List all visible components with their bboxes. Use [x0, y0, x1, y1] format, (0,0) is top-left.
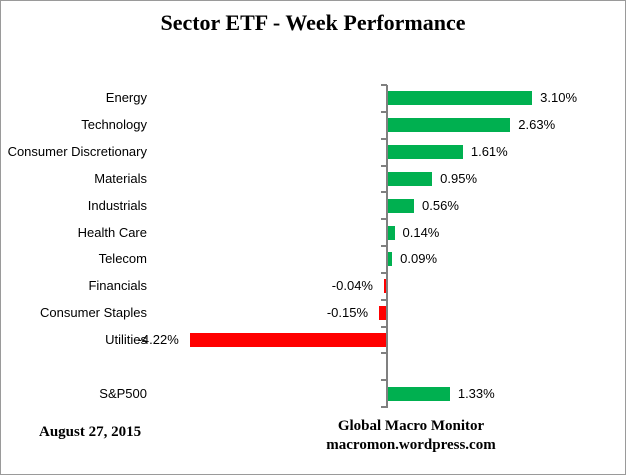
axis-tick-mark [381, 406, 387, 408]
bar [388, 252, 393, 267]
value-label: 2.63% [518, 117, 556, 133]
value-label: -0.15% [326, 305, 369, 321]
category-label: Materials [94, 170, 147, 186]
axis-tick-mark [381, 298, 387, 301]
category-axis-line [386, 85, 388, 408]
value-label: -0.04% [331, 278, 373, 294]
category-label: S&P500 [99, 385, 147, 401]
source-name: Global Macro Monitor [337, 418, 485, 434]
chart-title: Sector ETF - Week Performance [160, 10, 466, 35]
bar [388, 198, 415, 213]
axis-tick-mark [381, 271, 387, 274]
category-label: Technology [81, 117, 147, 133]
value-label: 0.14% [402, 224, 440, 240]
axis-tick-mark [381, 352, 387, 355]
bar [189, 332, 386, 347]
axis-tick-mark [381, 379, 387, 382]
axis-tick-mark [381, 164, 387, 167]
axis-tick-mark [381, 325, 387, 328]
bar [388, 118, 511, 133]
bar [388, 225, 395, 240]
axis-tick-mark [381, 110, 387, 113]
source-attribution: Global Macro Monitor macromon.wordpress.… [306, 417, 516, 455]
value-label: -4.22% [137, 331, 179, 347]
value-label: 0.56% [422, 197, 459, 213]
bar [388, 171, 433, 186]
axis-tick-mark [381, 218, 387, 221]
value-label: 3.10% [540, 90, 578, 106]
value-label: 1.33% [457, 385, 495, 401]
value-label: 1.61% [470, 144, 508, 160]
category-label: Health Care [77, 224, 147, 240]
date-label: August 27, 2015 [39, 424, 142, 440]
bar [388, 91, 533, 106]
category-label: Consumer Discretionary [7, 144, 147, 160]
bar [384, 279, 386, 294]
value-label: 0.09% [400, 251, 438, 267]
category-label: Industrials [87, 197, 147, 213]
category-label: Telecom [98, 251, 147, 267]
category-label: Utilities [105, 331, 147, 347]
bar [388, 386, 450, 401]
axis-tick-mark [381, 84, 387, 86]
category-label: Financials [88, 278, 147, 294]
axis-tick-mark [381, 191, 387, 194]
value-label: 0.95% [440, 170, 478, 186]
source-url: macromon.wordpress.com [326, 437, 496, 453]
axis-tick-mark [381, 245, 387, 247]
bar [379, 306, 386, 321]
category-label: Consumer Staples [40, 305, 147, 321]
bar [388, 145, 463, 160]
axis-tick-mark [381, 137, 387, 140]
category-label: Energy [105, 90, 147, 106]
